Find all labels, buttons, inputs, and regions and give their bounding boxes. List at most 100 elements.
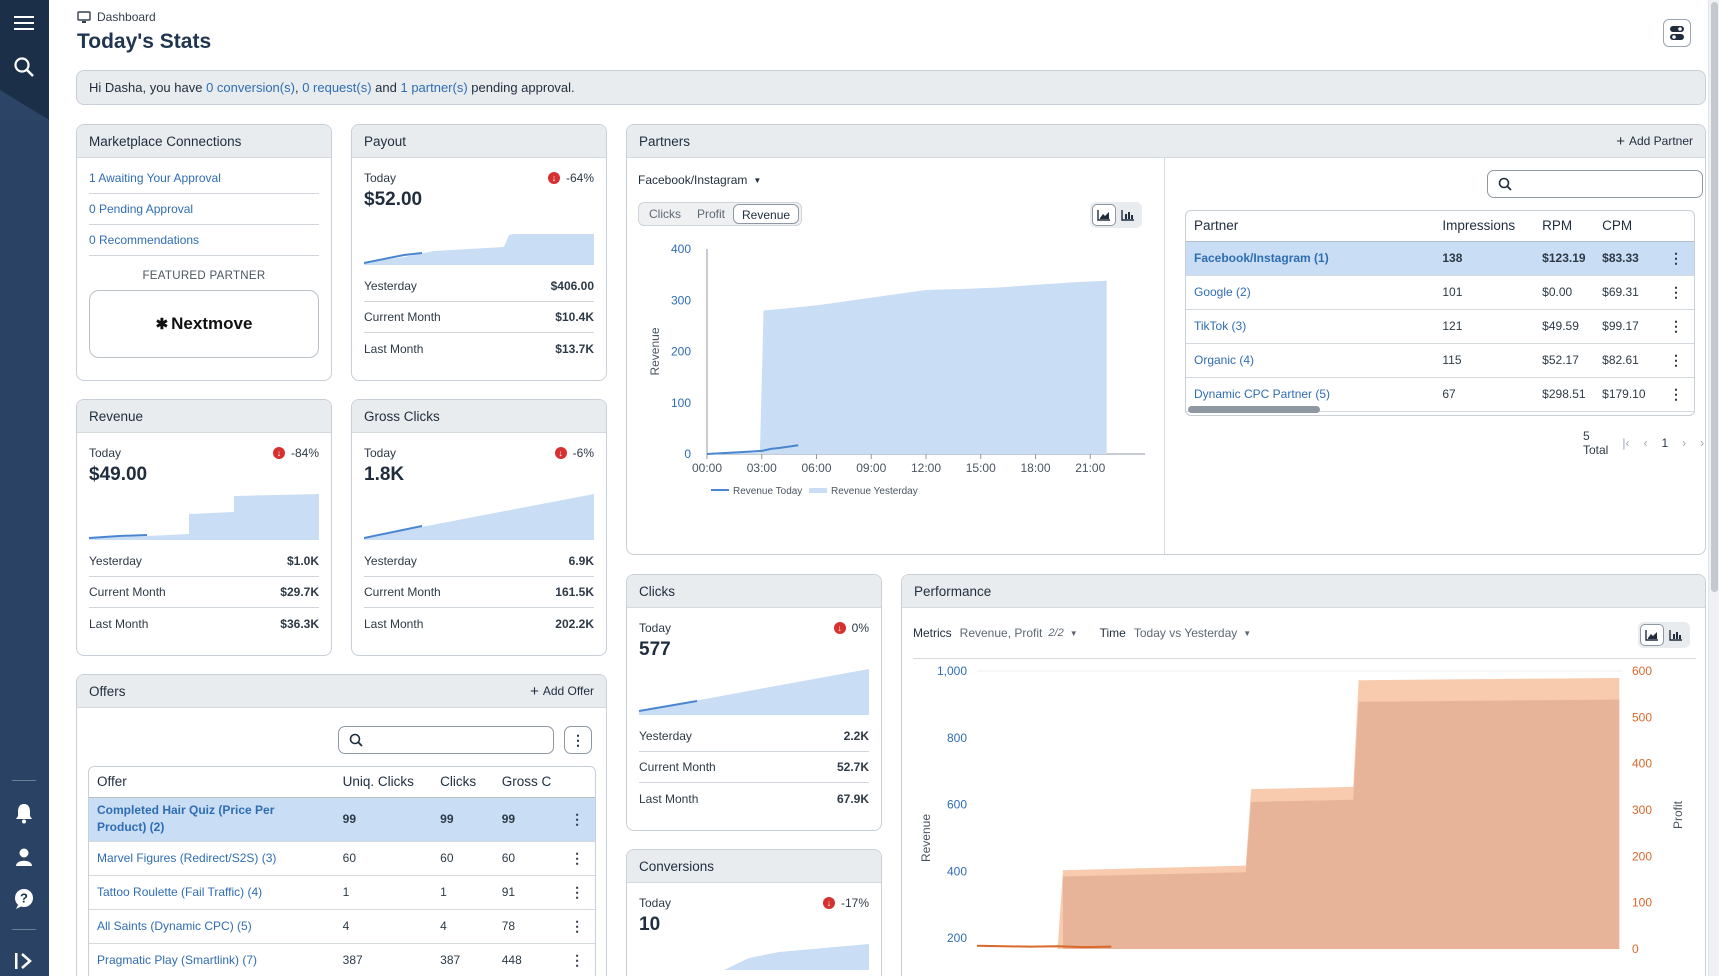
search-icon[interactable] [12, 55, 36, 79]
expand-sidebar-icon[interactable] [12, 949, 36, 973]
row-menu-icon[interactable]: ⋮ [559, 797, 595, 842]
column-header[interactable]: Gross C [493, 767, 560, 798]
search-icon [1498, 177, 1512, 191]
column-header[interactable]: Clicks [432, 767, 494, 798]
partner-link[interactable]: Google (2) [1186, 275, 1435, 310]
legend-label: Revenue Today [733, 486, 802, 497]
row-menu-icon[interactable]: ⋮ [1658, 377, 1694, 412]
featured-partner-card[interactable]: ✱ Nextmove [89, 290, 319, 358]
stat-row: Yesterday 6.9K [364, 546, 594, 577]
table-cell: 99 [334, 797, 433, 842]
table-row[interactable]: Completed Hair Quiz (Price Per Product) … [89, 797, 595, 842]
area-chart-icon[interactable] [1092, 204, 1116, 226]
table-row[interactable]: Facebook/Instagram (1) 138 $123.19 $83.3… [1186, 241, 1694, 276]
row-menu-icon[interactable]: ⋮ [559, 875, 595, 910]
marketplace-link-recommendations[interactable]: 0 Recommendations [89, 225, 319, 256]
page-title: Today's Stats [77, 30, 212, 53]
requests-link[interactable]: 0 request(s) [302, 80, 372, 95]
table-row[interactable]: Organic (4) 115 $52.17 $82.61 ⋮ [1186, 343, 1694, 378]
partner-link[interactable]: Facebook/Instagram (1) [1186, 241, 1435, 276]
breadcrumb[interactable]: Dashboard [77, 10, 156, 24]
first-page-icon[interactable]: |‹ [1622, 436, 1630, 450]
row-value: 2.2K [843, 729, 869, 743]
marketplace-link-awaiting[interactable]: 1 Awaiting Your Approval [89, 163, 319, 194]
arrow-down-icon: ↓ [833, 622, 846, 634]
offer-link[interactable]: All Saints (Dynamic CPC) (5) [89, 909, 335, 944]
row-menu-icon[interactable]: ⋮ [559, 943, 595, 976]
offer-link[interactable]: Pragmatic Play (Smartlink) (7) [89, 943, 335, 976]
partners-link[interactable]: 1 partner(s) [400, 80, 468, 95]
add-offer-button[interactable]: + Add Offer [530, 683, 594, 700]
stat-value: 10 [639, 914, 661, 935]
conversions-card: Conversions Today ↓ -17% 10 [626, 849, 882, 976]
table-row[interactable]: All Saints (Dynamic CPC) (5) 4 4 78 ⋮ [89, 909, 595, 944]
offers-menu-button[interactable]: ⋮ [564, 726, 592, 754]
bell-icon[interactable] [12, 801, 36, 825]
table-row[interactable]: Marvel Figures (Redirect/S2S) (3) 60 60 … [89, 841, 595, 876]
row-menu-icon[interactable]: ⋮ [559, 909, 595, 944]
tab-profit[interactable]: Profit [697, 207, 726, 221]
table-row[interactable]: Google (2) 101 $0.00 $69.31 ⋮ [1186, 275, 1694, 310]
bar-chart-icon[interactable] [1664, 624, 1688, 646]
row-label: Current Month [639, 760, 716, 774]
x-tick-label: 06:00 [801, 461, 831, 475]
user-icon[interactable] [12, 845, 36, 869]
next-page-icon[interactable]: › [1682, 436, 1687, 450]
performance-chart: 200 400 600 800 1,000 0 100 200 300 400 500 600 Reve… [919, 665, 1685, 956]
table-cell: 115 [1434, 343, 1535, 378]
row-menu-icon[interactable]: ⋮ [1658, 275, 1694, 310]
bar-chart-icon[interactable] [1116, 204, 1140, 226]
column-header[interactable]: CPM [1594, 211, 1659, 242]
partner-link[interactable]: Dynamic CPC Partner (5) [1186, 377, 1435, 412]
column-header[interactable]: Partner [1186, 211, 1435, 242]
add-offer-label: Add Offer [542, 684, 594, 698]
metrics-dropdown[interactable]: Revenue, Profit 2/2 ▼ [960, 626, 1078, 640]
table-scrollbar[interactable] [1188, 406, 1320, 413]
help-icon[interactable]: ? [12, 887, 36, 911]
partners-search-input[interactable] [1487, 170, 1703, 198]
add-partner-button[interactable]: + Add Partner [1616, 133, 1693, 150]
tab-revenue[interactable]: Revenue [733, 204, 800, 224]
series-line-profit-today [976, 944, 1112, 949]
row-menu-icon[interactable]: ⋮ [559, 841, 595, 876]
last-page-icon[interactable]: ›| [1700, 436, 1705, 450]
layout-toggle-button[interactable] [1663, 19, 1691, 47]
column-header[interactable]: Uniq. Clicks [334, 767, 433, 798]
table-row[interactable]: Tattoo Roulette (Fail Traffic) (4) 1 1 9… [89, 875, 595, 910]
offer-link[interactable]: Completed Hair Quiz (Price Per Product) … [89, 797, 335, 842]
offer-link[interactable]: Marvel Figures (Redirect/S2S) (3) [89, 841, 335, 876]
page-scrollbar-thumb[interactable] [1711, 2, 1718, 592]
caret-down-icon: ▼ [1069, 628, 1078, 638]
stat-row: Last Month $13.7K [364, 333, 594, 364]
page-number[interactable]: 1 [1661, 436, 1669, 450]
table-row[interactable]: Pragmatic Play (Smartlink) (7) 387 387 4… [89, 943, 595, 976]
conversions-link[interactable]: 0 conversion(s) [206, 80, 295, 95]
time-dropdown[interactable]: Today vs Yesterday ▼ [1134, 626, 1251, 640]
prev-page-icon[interactable]: ‹ [1643, 436, 1648, 450]
table-row[interactable]: Dynamic CPC Partner (5) 67 $298.51 $179.… [1186, 377, 1694, 412]
partner-dropdown[interactable]: Facebook/Instagram ▼ [638, 173, 761, 187]
row-menu-icon[interactable]: ⋮ [1658, 343, 1694, 378]
table-cell: $69.31 [1594, 275, 1659, 310]
row-value: 67.9K [836, 791, 869, 806]
column-header[interactable]: Impressions [1434, 211, 1535, 242]
tab-clicks[interactable]: Clicks [649, 207, 681, 221]
marketplace-link-pending[interactable]: 0 Pending Approval [89, 194, 319, 225]
offer-link[interactable]: Tattoo Roulette (Fail Traffic) (4) [89, 875, 335, 910]
row-menu-icon[interactable]: ⋮ [1658, 241, 1694, 276]
column-header[interactable]: Offer [89, 767, 335, 798]
card-title: Performance [914, 583, 992, 599]
row-menu-icon[interactable]: ⋮ [1658, 309, 1694, 344]
marketplace-connections-card: Marketplace Connections 1 Awaiting Your … [76, 124, 332, 381]
y-axis-label: Revenue [919, 814, 933, 862]
area-chart-icon[interactable] [1640, 624, 1664, 646]
table-row[interactable]: TikTok (3) 121 $49.59 $99.17 ⋮ [1186, 309, 1694, 344]
y2-tick-label: 200 [1632, 849, 1652, 863]
menu-icon[interactable] [12, 11, 36, 35]
row-label: Last Month [364, 616, 424, 631]
page-scrollbar[interactable] [1708, 0, 1719, 976]
offers-search-input[interactable] [338, 726, 554, 754]
partner-link[interactable]: Organic (4) [1186, 343, 1435, 378]
column-header[interactable]: RPM [1534, 211, 1595, 242]
partner-link[interactable]: TikTok (3) [1186, 309, 1435, 344]
